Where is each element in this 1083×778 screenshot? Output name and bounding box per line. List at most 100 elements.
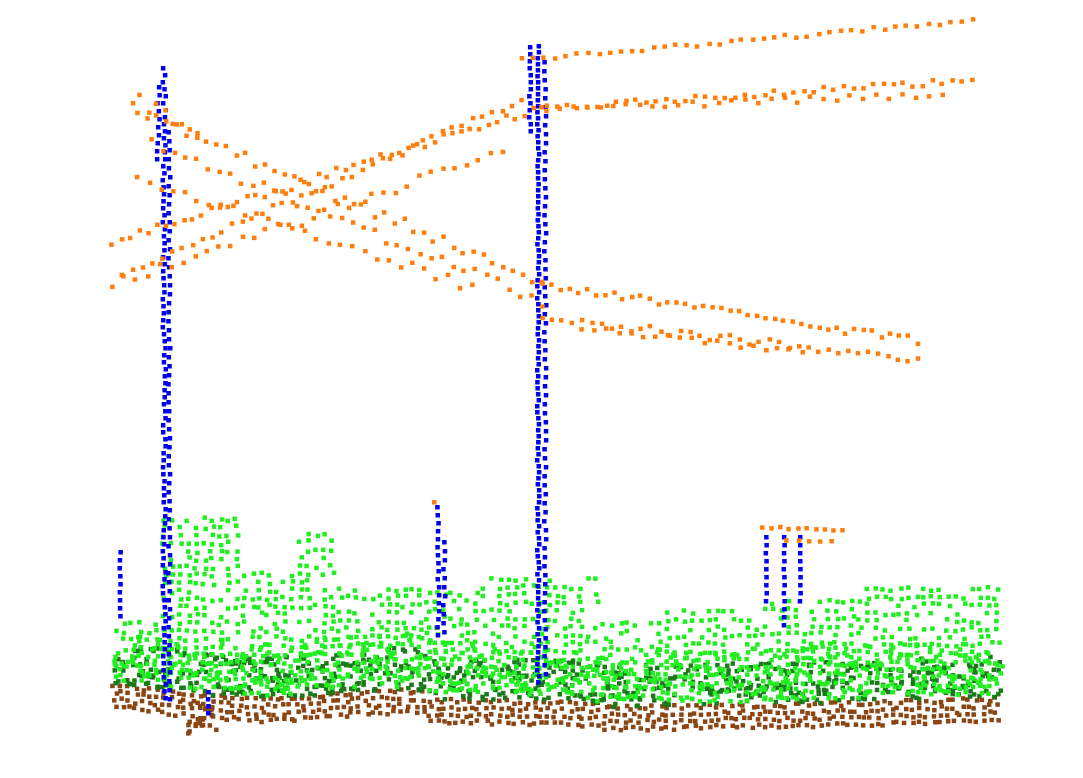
power-line-point xyxy=(467,126,472,132)
ground-point xyxy=(328,705,334,711)
ground-point xyxy=(672,720,678,725)
pylon-point xyxy=(163,94,168,99)
vegetation-point xyxy=(690,681,695,686)
ground-point xyxy=(894,705,899,711)
power-line-point xyxy=(838,28,844,33)
low-vegetation-point xyxy=(500,690,506,696)
power-line-point xyxy=(926,94,932,99)
vegetation-point xyxy=(465,647,470,652)
vegetation-point xyxy=(394,602,400,607)
vegetation-point xyxy=(969,602,974,608)
vegetation-point xyxy=(619,631,624,636)
vegetation-point xyxy=(760,632,765,637)
power-line-point xyxy=(343,167,349,173)
vegetation-point xyxy=(928,594,933,599)
vegetation-point xyxy=(593,625,598,631)
low-vegetation-point xyxy=(194,680,199,686)
pylon-point xyxy=(542,249,547,254)
vegetation-point xyxy=(219,653,225,658)
vegetation-point xyxy=(950,678,955,684)
vegetation-point xyxy=(306,531,311,537)
vegetation-point xyxy=(819,681,825,687)
vegetation-point xyxy=(715,624,720,629)
pylon-point xyxy=(167,139,172,144)
power-line-point xyxy=(351,162,356,168)
vegetation-point xyxy=(995,663,1000,668)
ground-point xyxy=(344,714,350,719)
vegetation-point xyxy=(712,691,718,696)
vegetation-point xyxy=(219,630,225,635)
vegetation-point xyxy=(505,670,511,676)
vegetation-point xyxy=(633,694,638,699)
vegetation-point xyxy=(259,610,265,615)
vegetation-point xyxy=(880,690,885,696)
ground-point xyxy=(831,714,836,719)
vegetation-point xyxy=(293,658,298,663)
low-vegetation-point xyxy=(916,696,922,702)
vegetation-point xyxy=(409,586,414,592)
vegetation-point xyxy=(608,652,613,658)
vegetation-point xyxy=(157,638,163,643)
pylon-points-layer xyxy=(117,44,803,716)
ground-point xyxy=(135,692,141,697)
low-vegetation-point xyxy=(358,668,363,673)
vegetation-point xyxy=(234,652,240,657)
vegetation-point xyxy=(299,555,304,560)
vegetation-point xyxy=(834,662,839,668)
power-line-point xyxy=(302,179,307,185)
vegetation-point xyxy=(273,604,278,609)
power-line-point xyxy=(586,50,591,56)
power-line-point xyxy=(707,41,712,47)
vegetation-point xyxy=(465,622,470,627)
vegetation-point xyxy=(657,676,662,682)
vegetation-point xyxy=(864,586,869,592)
vegetation-point xyxy=(267,581,273,587)
power-line-point xyxy=(375,257,380,262)
power-line-point xyxy=(915,341,921,347)
pylon-point xyxy=(160,80,166,85)
pylon-point xyxy=(542,357,548,362)
vegetation-point xyxy=(266,573,272,578)
vegetation-point xyxy=(547,578,552,583)
vegetation-point xyxy=(857,648,862,654)
low-vegetation-point xyxy=(202,688,208,694)
pylon-point xyxy=(527,115,532,120)
power-line-point xyxy=(445,272,451,278)
vegetation-point xyxy=(145,655,151,660)
power-line-point xyxy=(181,260,186,266)
vegetation-point xyxy=(538,691,543,696)
vegetation-point xyxy=(259,570,264,575)
power-line-point xyxy=(411,229,416,235)
vegetation-point xyxy=(579,689,584,695)
vegetation-point xyxy=(722,658,727,663)
vegetation-point xyxy=(825,616,831,622)
ground-point xyxy=(286,710,292,715)
vegetation-point xyxy=(834,609,839,614)
ground-point xyxy=(950,706,955,711)
low-vegetation-point xyxy=(606,684,611,689)
vegetation-point xyxy=(432,599,437,605)
pylon-point xyxy=(166,634,172,639)
ground-point xyxy=(869,708,874,714)
vegetation-point xyxy=(577,680,583,685)
ground-point xyxy=(615,712,621,717)
pylon-point xyxy=(162,647,168,652)
power-line-point xyxy=(154,113,159,118)
ground-point xyxy=(643,706,648,711)
ground-point xyxy=(867,702,873,707)
vegetation-point xyxy=(202,654,207,660)
ground-point xyxy=(467,699,472,704)
pylon-point xyxy=(442,594,448,599)
pylon-point xyxy=(163,409,168,414)
low-vegetation-point xyxy=(623,680,628,685)
low-vegetation-point xyxy=(886,689,891,695)
ground-point xyxy=(379,694,384,700)
vegetation-point xyxy=(240,651,245,657)
vegetation-point xyxy=(325,667,330,673)
vegetation-point xyxy=(835,625,840,630)
vegetation-point xyxy=(299,644,305,650)
vegetation-point xyxy=(609,670,614,675)
vegetation-point xyxy=(967,656,973,661)
